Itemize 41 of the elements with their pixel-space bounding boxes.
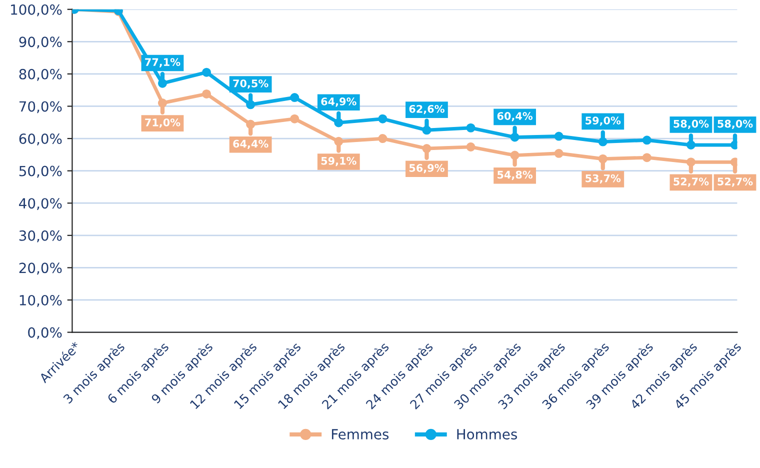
point — [466, 123, 476, 132]
point — [642, 153, 652, 162]
y-tick-label: 100,0% — [11, 4, 62, 16]
data-label: 54,8% — [498, 170, 533, 180]
y-tick-label: 0,0% — [28, 327, 62, 340]
legend-label: Hommes — [457, 429, 517, 440]
data-label: 52,7% — [718, 178, 753, 187]
point — [290, 93, 300, 102]
data-label: 52,7% — [674, 178, 709, 187]
point — [290, 114, 300, 124]
y-tick-label: 50,0% — [19, 166, 62, 178]
data-label: 58,0% — [718, 120, 753, 130]
data-label: 58,0% — [674, 120, 709, 130]
point — [466, 142, 476, 152]
point — [554, 148, 564, 158]
y-tick-label: 30,0% — [19, 230, 62, 242]
y-tick-label: 90,0% — [19, 36, 62, 49]
data-label: 77,1% — [145, 58, 180, 68]
data-label: 59,1% — [321, 156, 356, 166]
point — [378, 134, 388, 144]
data-label: 53,7% — [586, 174, 621, 184]
y-tick-label: 10,0% — [20, 294, 62, 307]
data-label: 70,5% — [233, 79, 268, 89]
data-label: 64,9% — [321, 98, 356, 107]
point — [202, 89, 212, 98]
data-label: 71,0% — [145, 118, 180, 128]
data-label: 62,6% — [409, 104, 444, 114]
data-label: 59,0% — [586, 116, 621, 126]
data-label: 64,4% — [233, 140, 268, 149]
point — [554, 132, 564, 141]
y-tick-label: 70,0% — [19, 101, 62, 114]
data-label: 60,4% — [497, 112, 533, 122]
data-label: 56,9% — [409, 164, 444, 174]
y-tick-label: 40,0% — [19, 198, 62, 210]
point — [202, 68, 212, 77]
legend-label: Femmes — [332, 429, 389, 440]
point — [378, 114, 388, 124]
y-tick-label: 80,0% — [19, 68, 62, 81]
y-tick-label: 20,0% — [19, 262, 62, 275]
y-tick-label: 60,0% — [19, 133, 62, 146]
point — [642, 136, 652, 145]
